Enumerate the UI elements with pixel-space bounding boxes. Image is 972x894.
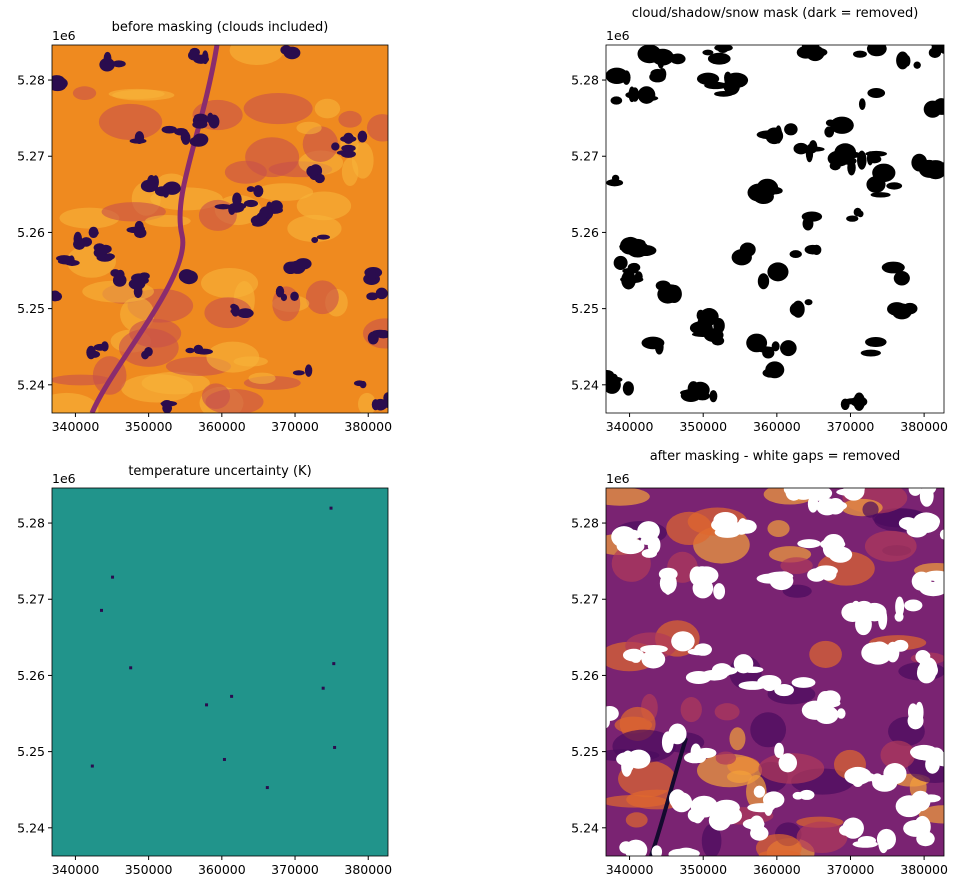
y-offset-label: 1e6 <box>52 471 76 486</box>
y-tick-label: 5.24 <box>571 377 599 392</box>
panel-title: cloud/shadow/snow mask (dark = removed) <box>632 6 919 21</box>
axes-frame <box>51 44 389 414</box>
x-tick-label: 380000 <box>344 419 392 434</box>
raster-image <box>606 488 944 856</box>
x-tick-label: 370000 <box>827 862 875 877</box>
y-tick-label: 5.26 <box>571 225 599 240</box>
y-tick-label: 5.26 <box>17 668 45 683</box>
x-tick-label: 350000 <box>679 419 727 434</box>
x-tick-label: 370000 <box>271 419 319 434</box>
x-tick-label: 360000 <box>753 419 801 434</box>
x-tick-label: 340000 <box>606 862 654 877</box>
y-tick-label: 5.28 <box>17 516 45 531</box>
raster-image <box>606 45 944 413</box>
y-tick-label: 5.28 <box>17 73 45 88</box>
y-tick-label: 5.27 <box>571 592 599 607</box>
panel-title: after masking - white gaps = removed <box>650 449 901 464</box>
panel-title: before masking (clouds included) <box>112 20 329 35</box>
y-tick-label: 5.24 <box>17 377 45 392</box>
y-offset-label: 1e6 <box>52 28 76 43</box>
x-tick-label: 370000 <box>827 419 875 434</box>
panel: cloud/shadow/snow mask (dark = removed)1… <box>571 6 948 434</box>
y-offset-label: 1e6 <box>606 28 630 43</box>
x-tick-label: 380000 <box>900 862 948 877</box>
x-tick-label: 360000 <box>198 419 246 434</box>
y-offset-label: 1e6 <box>606 471 630 486</box>
axes-frame <box>51 487 389 857</box>
axes-frame <box>605 44 945 414</box>
y-tick-label: 5.25 <box>17 301 45 316</box>
y-tick-label: 5.24 <box>17 820 45 835</box>
y-tick-label: 5.28 <box>571 516 599 531</box>
panel-title: temperature uncertainty (K) <box>128 464 311 479</box>
x-tick-label: 380000 <box>344 862 392 877</box>
raster-image <box>52 45 388 413</box>
x-tick-label: 350000 <box>125 419 173 434</box>
y-tick-label: 5.28 <box>571 73 599 88</box>
y-tick-label: 5.25 <box>571 744 599 759</box>
x-tick-label: 370000 <box>271 862 319 877</box>
x-tick-label: 380000 <box>900 419 948 434</box>
y-tick-label: 5.27 <box>17 592 45 607</box>
x-tick-label: 360000 <box>198 862 246 877</box>
x-tick-label: 340000 <box>606 419 654 434</box>
panel: before masking (clouds included) 1e6 34000… <box>17 20 392 434</box>
x-tick-label: 340000 <box>52 862 100 877</box>
y-tick-label: 5.24 <box>571 820 599 835</box>
x-tick-label: 350000 <box>679 862 727 877</box>
panel: after masking - white gaps = removed 1e6 3… <box>571 449 948 877</box>
x-tick-label: 340000 <box>52 419 100 434</box>
y-tick-label: 5.27 <box>17 149 45 164</box>
axes-frame <box>605 487 945 857</box>
x-tick-label: 350000 <box>125 862 173 877</box>
y-tick-label: 5.25 <box>17 744 45 759</box>
panel: temperature uncertainty (K) 1e6 340000 3500… <box>17 464 392 877</box>
y-tick-label: 5.27 <box>571 149 599 164</box>
y-tick-label: 5.26 <box>17 225 45 240</box>
x-tick-label: 360000 <box>753 862 801 877</box>
y-tick-label: 5.26 <box>571 668 599 683</box>
y-tick-label: 5.25 <box>571 301 599 316</box>
raster-image <box>52 488 388 856</box>
